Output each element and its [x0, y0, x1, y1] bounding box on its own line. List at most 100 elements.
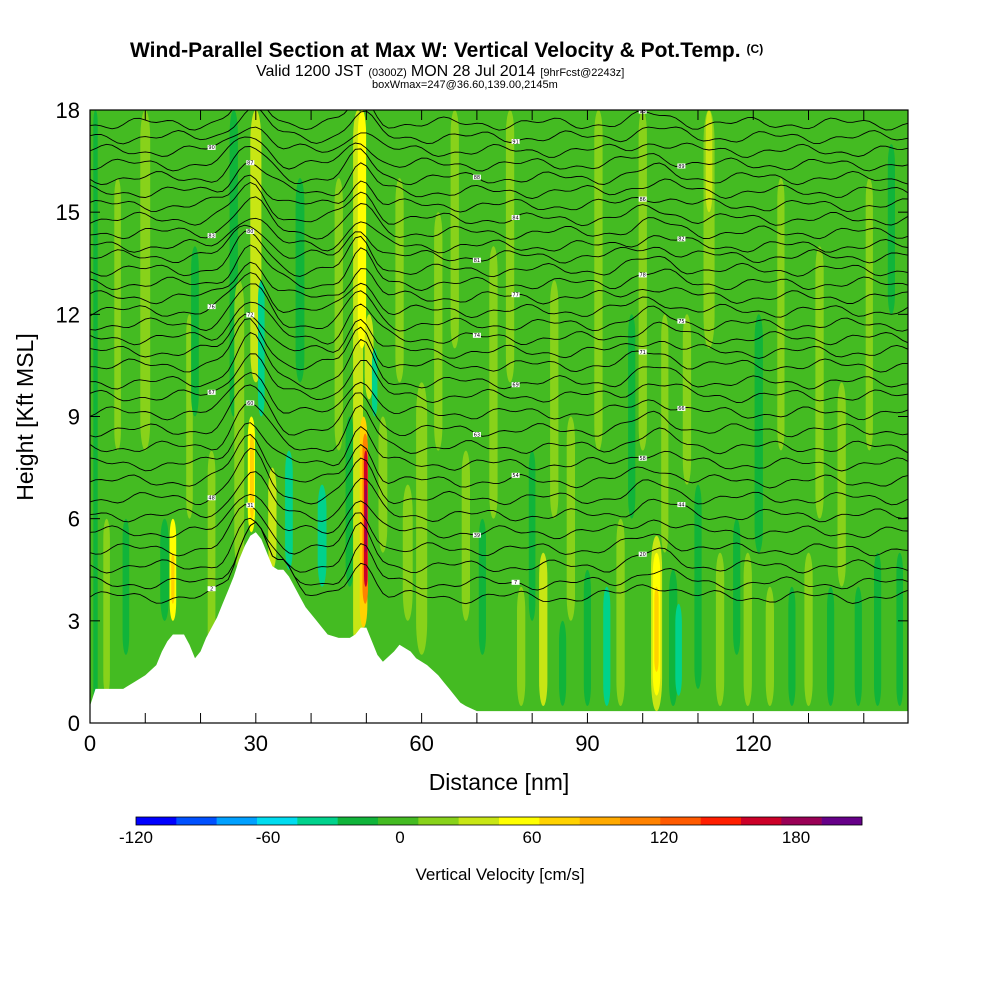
isentrope-label-11: 66	[678, 406, 684, 412]
isentrope-label-bg-31	[511, 139, 520, 144]
colorbar-swatch-6	[378, 817, 419, 825]
x-tick-label-0: 0	[84, 731, 96, 756]
isentrope-15	[90, 313, 908, 359]
velocity-band-20	[317, 484, 327, 587]
y-tick-label-15: 15	[56, 200, 80, 225]
isentrope-label-22: 81	[474, 258, 480, 264]
isentrope-28	[90, 146, 908, 186]
velocity-band-5	[160, 518, 169, 621]
isentrope-label-bg-28	[472, 174, 481, 180]
x-tick-label-60: 60	[409, 731, 433, 756]
velocity-band-46	[566, 416, 575, 621]
velocity-band-62	[705, 110, 713, 213]
velocity-band-24	[357, 110, 367, 349]
isentrope-label-bg-6	[207, 495, 216, 501]
isentrope-label-bg-26	[638, 196, 647, 202]
velocity-band-66	[754, 314, 763, 553]
velocity-band-3	[122, 518, 130, 655]
isentrope-label-bg-16	[472, 332, 481, 338]
isentrope-label-26: 86	[640, 197, 646, 203]
velocity-band-59	[682, 314, 692, 485]
isentrope-label-bg-2	[638, 551, 647, 557]
isentrope-20	[90, 244, 908, 291]
isentrope-0	[90, 521, 908, 605]
isentrope-label-bg-20	[638, 272, 647, 278]
isentrope-label-bg-12	[207, 389, 216, 395]
colorbar-frame	[135, 816, 863, 826]
isentrope-label-bg-17	[677, 318, 686, 324]
isentrope-label-3: 31	[247, 503, 253, 509]
velocity-band-2	[114, 178, 121, 451]
velocity-band-67	[765, 586, 774, 706]
isentrope-18	[90, 272, 908, 319]
isentrope-label-2: 20	[640, 552, 646, 558]
colorbar-swatch-17	[821, 817, 863, 825]
isentrope-label-bg-24	[207, 233, 216, 239]
isentrope-21	[90, 230, 908, 278]
isentrope-6	[90, 447, 908, 506]
isentrope-17	[90, 283, 908, 332]
isentrope-24	[90, 196, 908, 240]
velocity-band-37	[461, 450, 470, 621]
isentrope-7	[90, 433, 908, 489]
isentrope-12	[90, 353, 908, 404]
isentrope-label-bg-4	[472, 532, 481, 538]
isentrope-label-10: 63	[474, 432, 480, 438]
isentrope-label-13: 69	[512, 383, 518, 389]
velocity-band-31	[378, 416, 388, 553]
colorbar-swatch-4	[297, 817, 338, 825]
isentrope-27	[90, 162, 908, 199]
colorbar-swatch-15	[741, 817, 782, 825]
velocity-band-1	[103, 518, 110, 696]
x-axis-label: Distance [nm]	[429, 769, 570, 795]
isentrope-label-bg-30	[207, 144, 216, 150]
isentrope-label-15: 72	[247, 313, 253, 319]
isentrope-label-bg-5	[677, 502, 686, 508]
velocity-band-32	[395, 178, 404, 383]
velocity-band-57	[669, 569, 678, 706]
velocity-band-18	[285, 450, 293, 570]
colorbar-swatch-5	[337, 817, 379, 825]
isentrope-label-bg-22	[472, 257, 481, 263]
isentrope-label-20: 78	[640, 273, 646, 279]
isentrope-30	[90, 126, 908, 158]
y-tick-label-12: 12	[56, 302, 80, 327]
colorbar-tick-label-3: 60	[523, 828, 542, 847]
velocity-band-72	[827, 586, 835, 706]
colorbar-tick-label-5: 180	[782, 828, 810, 847]
isentrope-label-4: 39	[474, 533, 480, 539]
colorbar-swatch-16	[781, 817, 822, 825]
velocity-band-47	[583, 569, 591, 706]
isentrope-label-18: 76	[208, 304, 214, 310]
isentrope-label-16: 74	[474, 333, 480, 339]
velocity-band-35	[434, 212, 443, 451]
velocity-band-71	[815, 246, 824, 519]
colorbar-title: Vertical Velocity [cm/s]	[415, 865, 584, 884]
velocity-band-25	[364, 314, 374, 400]
isentrope-label-bg-3	[246, 502, 255, 508]
isentrope-31	[90, 110, 908, 145]
terrain	[90, 532, 908, 723]
isentrope-23	[90, 217, 908, 254]
isentrope-3	[90, 504, 908, 557]
isentrope-5	[90, 471, 908, 523]
isentrope-label-bg-19	[511, 292, 520, 298]
isentrope-label-17: 75	[678, 319, 684, 325]
isentrope-label-bg-14	[638, 349, 647, 355]
isentrope-label-24: 83	[208, 233, 214, 239]
isentrope-32	[90, 110, 908, 131]
velocity-band-41	[517, 586, 526, 706]
velocity-band-52	[638, 110, 647, 451]
velocity-field	[93, 110, 903, 712]
velocity-band-30	[371, 348, 378, 417]
isentrope-label-1: 7	[514, 580, 517, 586]
velocity-band-19	[295, 178, 305, 383]
velocity-band-4	[140, 110, 151, 451]
isentrope-22	[90, 224, 908, 264]
isentrope-25	[90, 181, 908, 227]
isentrope-label-5: 44	[678, 502, 684, 508]
plot-area: 2720313944485458606366676971727475767778…	[56, 98, 909, 756]
isentrope-label-bg-8	[638, 455, 647, 461]
isentrope-label-bg-23	[677, 236, 686, 242]
isentrope-label-bg-21	[246, 228, 255, 234]
